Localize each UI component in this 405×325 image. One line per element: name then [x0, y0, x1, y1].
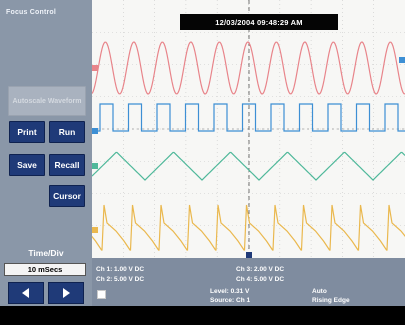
- time-div-value[interactable]: 10 mSecs: [4, 263, 86, 276]
- trigger-level-marker: [399, 57, 405, 63]
- focus-control-label: Focus Control: [6, 9, 57, 16]
- print-button[interactable]: Print: [9, 121, 45, 143]
- timestamp-display: 12/03/2004 09:48:29 AM: [180, 14, 338, 30]
- ch4-ground-marker: [92, 227, 98, 233]
- status-area: [92, 258, 405, 306]
- cursor-button[interactable]: Cursor: [49, 185, 85, 207]
- time-div-decrease-button[interactable]: [8, 282, 44, 304]
- ch2-scale-label: Ch 2: 5.00 V DC: [96, 276, 145, 283]
- channel-2-trace: [92, 103, 405, 132]
- bottom-bar: [0, 306, 405, 325]
- control-panel: Focus Control Autoscale Waveform Print R…: [0, 0, 92, 306]
- waveform-display[interactable]: 12/03/2004 09:48:29 AM: [92, 0, 405, 258]
- right-arrow-icon: [63, 288, 70, 298]
- trigger-position-marker: [246, 252, 252, 258]
- channel-3-trace: [92, 151, 405, 181]
- channel-4-trace: [92, 204, 405, 251]
- trigger-checkbox[interactable]: [97, 290, 106, 299]
- ch1-scale-label: Ch 1: 1.00 V DC: [96, 266, 145, 273]
- save-button[interactable]: Save: [9, 154, 45, 176]
- channel-1-trace: [92, 41, 405, 95]
- waveform-canvas: [92, 0, 405, 258]
- left-arrow-icon: [22, 288, 29, 298]
- trigger-edge-label: Rising Edge: [312, 297, 350, 304]
- ch4-scale-label: Ch 4: 5.00 V DC: [236, 276, 285, 283]
- time-div-increase-button[interactable]: [48, 282, 84, 304]
- recall-button[interactable]: Recall: [49, 154, 85, 176]
- ch3-ground-marker: [92, 163, 98, 169]
- autoscale-waveform-button[interactable]: Autoscale Waveform: [8, 86, 86, 116]
- run-button[interactable]: Run: [49, 121, 85, 143]
- trigger-source-label: Source: Ch 1: [210, 297, 251, 304]
- ch3-scale-label: Ch 3: 2.00 V DC: [236, 266, 285, 273]
- time-div-label: Time/Div: [28, 248, 64, 258]
- ch1-ground-marker: [92, 65, 98, 71]
- trigger-level-label: Level: 0.31 V: [210, 288, 250, 295]
- ch2-ground-marker: [92, 128, 98, 134]
- trigger-mode-label: Auto: [312, 288, 327, 295]
